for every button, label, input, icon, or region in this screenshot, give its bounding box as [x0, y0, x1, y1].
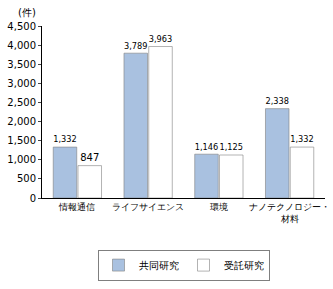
svg-text:847: 847 [80, 152, 99, 163]
svg-text:3,789: 3,789 [124, 41, 147, 51]
svg-text:1,125: 1,125 [220, 142, 243, 152]
svg-text:情報通信: 情報通信 [58, 202, 95, 212]
svg-text:2,338: 2,338 [266, 96, 289, 106]
svg-text:1,000: 1,000 [7, 154, 36, 165]
svg-text:1,146: 1,146 [195, 142, 218, 152]
svg-text:1,332: 1,332 [53, 134, 76, 144]
svg-text:4,000: 4,000 [7, 40, 36, 51]
svg-text:3,500: 3,500 [7, 59, 36, 70]
svg-text:0: 0 [30, 193, 36, 204]
svg-text:ライフサイエンス: ライフサイエンス [112, 202, 184, 212]
svg-text:1,332: 1,332 [290, 134, 313, 144]
svg-text:ナノテクノロジー・材料: ナノテクノロジー・材料 [249, 202, 330, 224]
svg-text:3,963: 3,963 [149, 34, 172, 44]
svg-text:2,500: 2,500 [7, 97, 36, 108]
svg-text:(件): (件) [18, 7, 36, 18]
svg-text:受託研究: 受託研究 [224, 260, 264, 271]
svg-text:2,000: 2,000 [7, 116, 36, 127]
svg-text:1,500: 1,500 [7, 135, 36, 146]
svg-text:環境: 環境 [210, 202, 228, 212]
svg-text:500: 500 [17, 173, 36, 184]
svg-text:4,500: 4,500 [7, 21, 36, 32]
svg-text:共同研究: 共同研究 [139, 260, 179, 271]
svg-text:3,000: 3,000 [7, 78, 36, 89]
